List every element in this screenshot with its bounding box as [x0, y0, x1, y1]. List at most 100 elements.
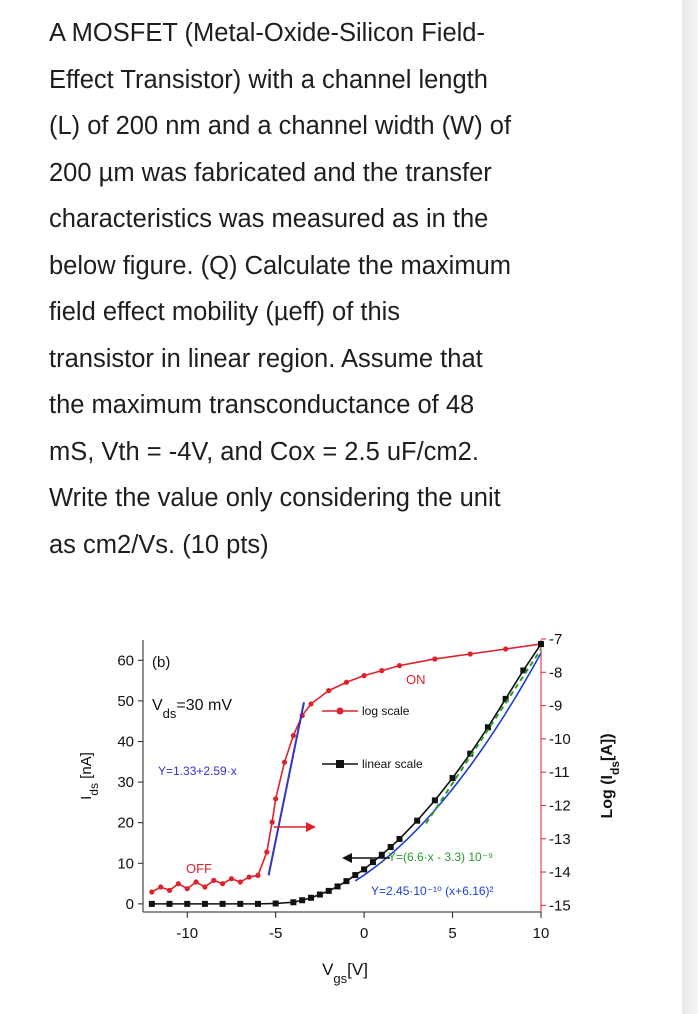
page-edge-shadow [682, 0, 698, 1014]
y-left-tick-label: 30 [117, 774, 134, 791]
question-line: mS, Vth = -4V, and Cox = 2.5 uF/cm2. [49, 437, 479, 466]
data-point-log [211, 877, 217, 883]
data-point-log [246, 874, 252, 880]
data-point-linear [299, 897, 306, 904]
data-point-linear [272, 900, 279, 907]
data-point-linear [396, 835, 403, 842]
data-point-linear [378, 851, 385, 858]
data-point-log [220, 881, 226, 887]
transfer-characteristics-chart: -10 -5 0 5 10 0 10 20 30 40 50 60 -15 -14 -13 -12 -11 -10… [78, 631, 622, 986]
data-point-linear [369, 859, 376, 866]
question-line: field effect mobility (µeff) of this [49, 298, 401, 326]
data-point-linear [237, 900, 244, 907]
x-tick-label: 0 [360, 925, 368, 942]
fit-line-log [267, 702, 305, 876]
x-tick-label: -10 [176, 925, 198, 942]
data-point-linear [201, 900, 208, 907]
x-tick-label: 5 [448, 925, 456, 942]
x-axis-label: Vgs[V] [322, 960, 368, 986]
data-point-linear [467, 750, 474, 757]
data-point-linear [308, 894, 315, 901]
question-text: A MOSFET (Metal-Oxide-Silicon Field- Effe… [49, 10, 649, 568]
data-point-log [255, 872, 261, 878]
condition-label: Vds=30 mV [152, 697, 232, 721]
data-point-linear [352, 872, 359, 879]
question-line: Effect Transistor) with a channel length [49, 65, 488, 94]
legend-marker-log [336, 707, 344, 715]
data-point-log [228, 876, 235, 882]
data-point-linear [502, 695, 509, 702]
y-left-tick-label: 50 [117, 693, 134, 710]
data-point-log [432, 656, 438, 662]
data-point-log [193, 879, 199, 885]
legend-label-log: log scale [362, 704, 410, 718]
data-point-log [166, 887, 173, 893]
fit-label-log: Y=1.33+2.59·x [158, 764, 237, 778]
panel-label: (b) [152, 654, 170, 671]
data-point-log [237, 879, 243, 885]
data-point-linear [316, 891, 323, 898]
arrow-head-left [342, 853, 352, 863]
y-right-tick-label: -13 [549, 831, 571, 848]
question-line: A MOSFET (Metal-Oxide-Silicon Field- [49, 19, 485, 47]
x-tick-label: -5 [269, 925, 282, 942]
data-point-log [269, 819, 275, 825]
y-left-axis-label: Ids [nA] [78, 752, 101, 800]
question-line: below figure. (Q) Calculate the maximum [49, 251, 512, 280]
y-right-tick-label: -11 [549, 764, 570, 781]
annotation-off: OFF [186, 861, 212, 876]
legend-marker-linear [336, 760, 344, 768]
y-left-tick-label: 60 [117, 652, 134, 669]
y-left-tick-label: 20 [117, 815, 134, 832]
data-point-log [467, 651, 473, 657]
question-line: characteristics was measured as in the [49, 205, 489, 233]
arrow-head-right [306, 822, 316, 832]
annotation-on: ON [406, 672, 426, 687]
data-point-log [273, 796, 279, 802]
y-right-tick-label: -14 [549, 864, 571, 881]
data-point-log [326, 688, 332, 694]
question-line: as cm2/Vs. (10 pts) [49, 530, 269, 559]
data-point-linear [343, 878, 350, 885]
data-point-linear [361, 866, 368, 873]
y-left-tick-label: 40 [117, 733, 134, 750]
data-point-log [175, 881, 181, 887]
data-point-linear [148, 900, 155, 907]
data-point-log [264, 849, 270, 855]
data-point-log [503, 646, 509, 652]
question-line: the maximum transconductance of 48 [49, 391, 475, 419]
data-point-linear [325, 887, 332, 894]
data-point-log [202, 884, 208, 890]
data-point-log [184, 886, 190, 892]
data-point-linear [254, 900, 261, 907]
data-point-log [281, 759, 288, 765]
data-point-log [290, 732, 296, 739]
data-point-linear [334, 883, 341, 890]
fit-label-linear: Y=(6.6·x - 3.3) 10⁻⁹ [388, 850, 493, 864]
y-right-axis-label: Log (Ids[A]) [599, 733, 622, 818]
y-right-tick-label: -12 [549, 797, 571, 814]
data-point-linear [484, 724, 491, 731]
data-point-linear [538, 641, 544, 648]
data-point-linear [219, 900, 226, 907]
data-point-log [158, 884, 164, 890]
fit-label-quadratic: Y=2.45·10⁻¹⁰ (x+6.16)² [371, 884, 494, 898]
data-point-linear [431, 797, 438, 804]
data-point-linear [387, 844, 394, 851]
data-point-log [379, 668, 385, 674]
data-point-log [308, 701, 314, 707]
y-right-tick-label: -10 [549, 731, 571, 748]
y-right-tick-label: -8 [549, 664, 562, 681]
data-point-linear [184, 900, 191, 907]
data-point-linear [414, 817, 421, 824]
question-line: 200 µm was fabricated and the transfer [49, 158, 492, 187]
y-right-tick-label: -7 [549, 631, 562, 648]
data-point-log [149, 889, 155, 895]
data-point-linear [520, 667, 527, 674]
data-point-linear [166, 900, 173, 907]
question-line: (L) of 200 nm and a channel width (W) of [49, 112, 512, 140]
y-right-tick-label: -9 [549, 698, 562, 715]
data-point-linear [449, 775, 456, 782]
legend-label-linear: linear scale [362, 757, 423, 771]
data-point-linear [290, 899, 297, 906]
